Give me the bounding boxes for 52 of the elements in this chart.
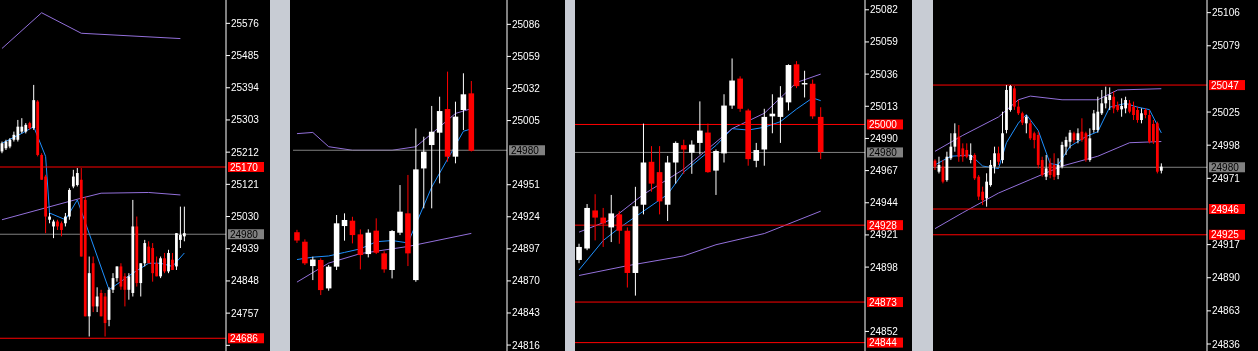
y-tick-label: 24757 — [231, 307, 260, 319]
y-tick-label: 25212 — [231, 146, 260, 158]
y-tick-label: 25106 — [1212, 7, 1241, 19]
y-tick-label: 25005 — [512, 115, 541, 127]
ref-line-label: 25170 — [230, 161, 259, 173]
ref-line-label: 24928 — [869, 219, 898, 231]
y-tick-label: 24816 — [512, 339, 541, 351]
ref-line-label: 24980 — [230, 228, 259, 240]
ref-line-label: 24980 — [511, 144, 540, 156]
y-tick-label: 24998 — [1212, 139, 1241, 151]
y-tick-label: 24852 — [870, 325, 899, 337]
ref-line-label: 25000 — [869, 118, 898, 130]
y-tick-label: 24843 — [512, 307, 541, 319]
ref-line-label: 24946 — [1211, 203, 1240, 215]
y-tick-label: 25059 — [512, 50, 541, 62]
y-tick-label: 25036 — [870, 68, 899, 80]
y-tick-label: 25394 — [231, 82, 260, 94]
y-tick-label: 25121 — [231, 178, 260, 190]
ref-line-label: 24844 — [869, 337, 898, 349]
y-tick-label: 25032 — [512, 82, 541, 94]
ref-line-label: 24873 — [869, 296, 898, 308]
y-tick-label: 24967 — [870, 165, 899, 177]
y-tick-label: 25576 — [231, 17, 260, 29]
y-tick-label: 24863 — [1212, 305, 1241, 317]
y-tick-label: 24939 — [231, 243, 260, 255]
ref-line-label: 24686 — [230, 332, 259, 344]
y-tick-label: 24898 — [870, 261, 899, 273]
ref-line-label: 25047 — [1211, 79, 1240, 91]
y-tick-label: 24921 — [870, 229, 899, 241]
y-tick-label: 25013 — [870, 100, 899, 112]
y-tick-label: 25082 — [870, 4, 899, 16]
y-tick-label: 25079 — [1212, 40, 1241, 52]
y-tick-label: 24836 — [1212, 338, 1241, 350]
y-tick-label: 25030 — [231, 211, 260, 223]
y-tick-label: 24917 — [1212, 239, 1241, 251]
y-tick-label: 25059 — [870, 36, 899, 48]
y-tick-label: 24870 — [512, 275, 541, 287]
y-tick-label: 25303 — [231, 114, 260, 126]
ref-line-label: 24980 — [869, 146, 898, 158]
y-tick-label: 24990 — [870, 132, 899, 144]
y-tick-label: 24890 — [1212, 272, 1241, 284]
y-tick-label: 24848 — [231, 275, 260, 287]
y-tick-label: 24944 — [870, 197, 899, 209]
ref-line-label: 24925 — [1211, 229, 1240, 241]
ref-line-label: 24980 — [1211, 161, 1240, 173]
y-tick-label: 24971 — [1212, 172, 1241, 184]
y-tick-label: 25086 — [512, 18, 541, 30]
y-tick-label: 25485 — [231, 50, 260, 62]
y-tick-label: 25025 — [1212, 106, 1241, 118]
y-tick-label: 24897 — [512, 243, 541, 255]
y-tick-label: 24951 — [512, 179, 541, 191]
y-tick-label: 24924 — [512, 211, 541, 223]
